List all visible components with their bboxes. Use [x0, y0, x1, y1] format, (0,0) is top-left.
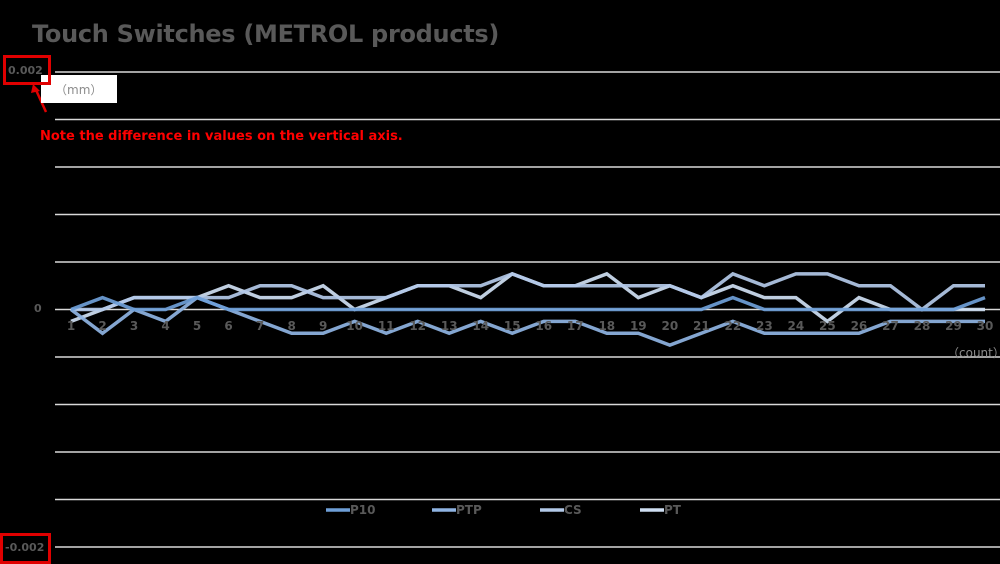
x-tick-label: 30	[977, 319, 994, 333]
chart-title: Touch Switches (METROL products)	[32, 20, 500, 48]
x-tick-label: 3	[130, 319, 138, 333]
y-zero-label: 0	[34, 302, 42, 315]
x-tick-label: 18	[598, 319, 615, 333]
gridlines	[55, 71, 1000, 548]
x-tick-label: 19	[630, 319, 647, 333]
legend-label: PT	[664, 503, 682, 517]
arrow-head-icon	[31, 84, 40, 93]
highlight-box-top	[3, 55, 51, 85]
x-tick-label: 11	[378, 319, 395, 333]
legend-item-ptp: PTP	[432, 503, 482, 517]
x-tick-label: 5	[193, 319, 201, 333]
x-tick-label: 22	[725, 319, 742, 333]
x-tick-label: 26	[851, 319, 868, 333]
series-lines	[69, 271, 986, 347]
x-tick-label: 10	[346, 319, 363, 333]
x-tick-label: 6	[224, 319, 232, 333]
x-axis-unit: （count）	[947, 346, 1000, 360]
legend-label: P10	[350, 503, 376, 517]
legend-item-pt: PT	[640, 503, 682, 517]
x-tick-label: 23	[756, 319, 773, 333]
x-tick-label: 15	[504, 319, 521, 333]
series-line-p10	[70, 295, 986, 312]
x-tick-label: 7	[256, 319, 264, 333]
x-tick-label: 21	[693, 319, 710, 333]
y-max-label: 0.002	[8, 64, 43, 77]
unit-label-box	[41, 75, 117, 103]
x-tick-label: 14	[472, 319, 489, 333]
x-tick-label: 8	[287, 319, 295, 333]
legend-item-cs: CS	[540, 503, 582, 517]
y-axis-unit: （mm）	[55, 83, 103, 97]
annotation-note: Note the difference in values on the ver…	[40, 129, 403, 144]
legend-item-p10: P10	[326, 503, 376, 517]
x-tick-label: 20	[661, 319, 678, 333]
highlight-box-bottom	[0, 533, 51, 564]
x-tick-label: 29	[945, 319, 962, 333]
legend-label: PTP	[456, 503, 482, 517]
x-tick-label: 24	[788, 319, 805, 333]
legend: P10 PTP CS PT	[326, 503, 682, 517]
x-tick-label: 2	[98, 319, 106, 333]
x-axis-ticks: 1 2 3 4 5 6 7 8 9 10 11 12 13 14 15 16 17 18 19 20 21 22 23 24 2…	[67, 319, 994, 333]
x-tick-label: 9	[319, 319, 327, 333]
x-tick-label: 28	[914, 319, 931, 333]
x-tick-label: 1	[67, 319, 75, 333]
x-tick-label: 17	[567, 319, 584, 333]
x-tick-label: 27	[882, 319, 899, 333]
legend-label: CS	[564, 503, 582, 517]
x-tick-label: 12	[409, 319, 426, 333]
x-tick-label: 13	[441, 319, 458, 333]
series-line-cs	[71, 271, 985, 312]
x-tick-label: 25	[819, 319, 836, 333]
x-tick-label: 16	[535, 319, 552, 333]
x-tick-label: 4	[161, 319, 169, 333]
y-min-label: -0.002	[5, 541, 45, 554]
